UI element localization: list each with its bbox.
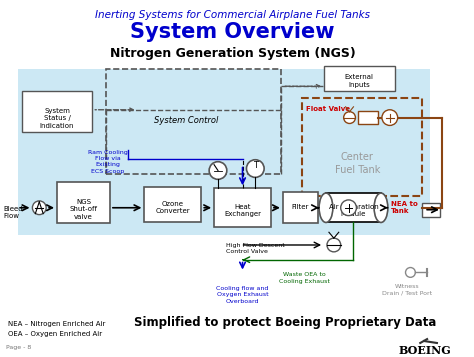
Circle shape bbox=[406, 267, 415, 277]
Text: OEA – Oxygen Enriched Air: OEA – Oxygen Enriched Air bbox=[8, 331, 102, 337]
Text: NEA – Nitrogen Enriched Air: NEA – Nitrogen Enriched Air bbox=[8, 321, 105, 327]
Circle shape bbox=[344, 112, 356, 124]
Text: NGS
Shut-off
valve: NGS Shut-off valve bbox=[70, 199, 98, 220]
Circle shape bbox=[246, 160, 264, 177]
Text: Air Separation
Module: Air Separation Module bbox=[328, 204, 378, 217]
Circle shape bbox=[209, 162, 227, 179]
FancyBboxPatch shape bbox=[214, 188, 271, 227]
Text: BOEING: BOEING bbox=[399, 345, 452, 356]
FancyBboxPatch shape bbox=[358, 111, 378, 125]
FancyBboxPatch shape bbox=[324, 66, 395, 91]
Text: System Overview: System Overview bbox=[130, 21, 335, 41]
Text: External
Inputs: External Inputs bbox=[345, 75, 374, 88]
FancyBboxPatch shape bbox=[145, 187, 201, 222]
Text: System Control: System Control bbox=[155, 116, 219, 125]
Text: T: T bbox=[253, 161, 258, 170]
Text: Filter: Filter bbox=[292, 204, 309, 210]
FancyBboxPatch shape bbox=[422, 203, 440, 217]
FancyBboxPatch shape bbox=[283, 192, 318, 223]
Text: Heat
Exchanger: Heat Exchanger bbox=[224, 204, 261, 217]
Text: Page - 8: Page - 8 bbox=[6, 345, 31, 350]
Text: Ozone
Converter: Ozone Converter bbox=[155, 201, 190, 215]
Circle shape bbox=[341, 200, 356, 216]
Text: Cooling flow and
Oxygen Exhaust
Overboard: Cooling flow and Oxygen Exhaust Overboar… bbox=[216, 286, 269, 303]
Text: NEA to
Tank: NEA to Tank bbox=[391, 201, 418, 215]
Circle shape bbox=[32, 201, 46, 215]
Text: Nitrogen Generation System (NGS): Nitrogen Generation System (NGS) bbox=[110, 47, 356, 60]
Text: Bleed
Flow: Bleed Flow bbox=[3, 206, 23, 219]
Text: High Flow Descent
Control Valve: High Flow Descent Control Valve bbox=[226, 243, 284, 254]
Text: Ram Cooling
Flow via
Existing
ECS Scoop: Ram Cooling Flow via Existing ECS Scoop bbox=[88, 150, 128, 174]
Ellipse shape bbox=[374, 193, 388, 222]
FancyBboxPatch shape bbox=[57, 182, 110, 223]
Text: System
Status /
Indication: System Status / Indication bbox=[40, 108, 74, 129]
Text: Waste OEA to
Cooling Exhaust: Waste OEA to Cooling Exhaust bbox=[279, 272, 330, 283]
Text: Center
Fuel Tank: Center Fuel Tank bbox=[335, 152, 380, 175]
Bar bbox=[326, 193, 381, 222]
Ellipse shape bbox=[319, 193, 333, 222]
Circle shape bbox=[382, 110, 398, 125]
Text: Inerting Systems for Commercial Airplane Fuel Tanks: Inerting Systems for Commercial Airplane… bbox=[95, 10, 370, 20]
Circle shape bbox=[327, 238, 341, 252]
FancyBboxPatch shape bbox=[18, 69, 430, 235]
FancyBboxPatch shape bbox=[22, 91, 92, 132]
Text: Witness
Drain / Test Port: Witness Drain / Test Port bbox=[383, 284, 433, 295]
Text: Float Valve: Float Valve bbox=[306, 106, 350, 112]
Text: Simplified to protect Boeing Proprietary Data: Simplified to protect Boeing Proprietary… bbox=[134, 316, 436, 328]
